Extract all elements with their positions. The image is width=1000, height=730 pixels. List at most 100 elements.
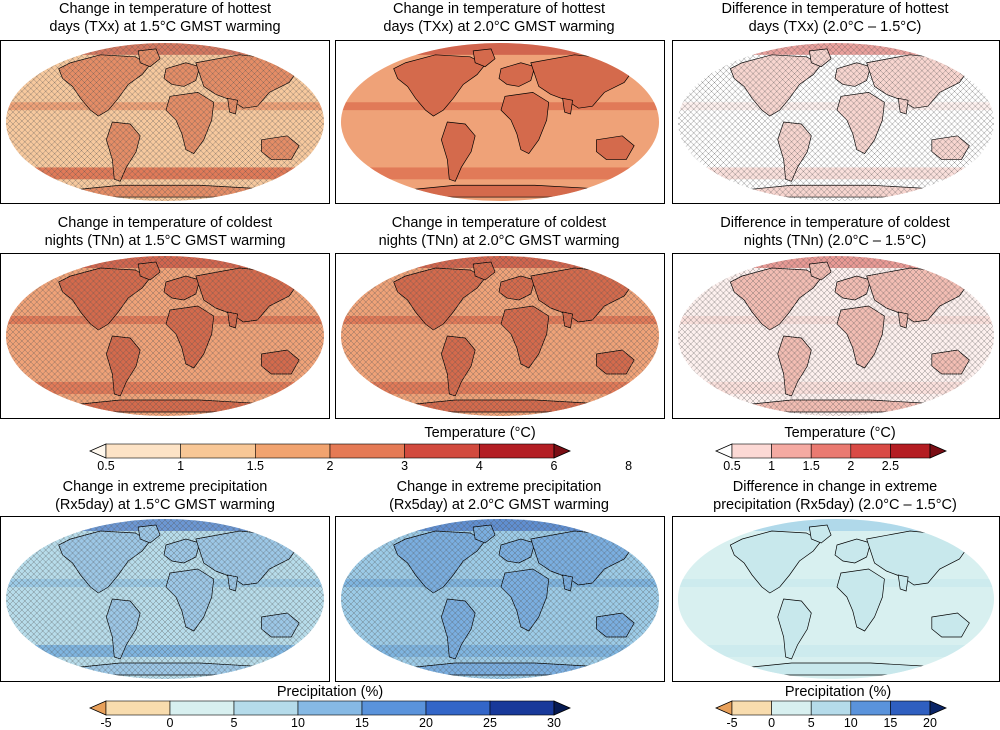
map-panel-txx-diff [672, 40, 1000, 204]
significance-hatching [5, 42, 325, 202]
panel-title-tnn-20: Change in temperature of coldest nights (… [378, 215, 620, 249]
colorbar-tick-label: 0 [166, 716, 174, 730]
significance-hatching [5, 256, 325, 416]
colorbar-tick-label: 0.5 [97, 459, 115, 473]
colorbar-segment [479, 443, 555, 459]
colorbar-svg [89, 700, 571, 716]
colorbar-tick-label: 5 [230, 716, 238, 730]
colorbar-segment [169, 700, 235, 716]
southern-ocean-band [340, 167, 660, 180]
colorbar-tick-label: 4 [475, 459, 483, 473]
map-panel-tnn-diff [672, 253, 1000, 419]
colorbar-tick-label: 6 [550, 459, 558, 473]
colorbar-segment [329, 443, 405, 459]
panel-title-rx5-20: Change in extreme precipitation (Rx5day) … [389, 479, 609, 513]
colorbar-segment [771, 443, 812, 459]
colorbar-tick-label: 15 [883, 716, 898, 730]
colorbar-tick-label: 20 [419, 716, 433, 730]
map-panel-tnn-15 [0, 253, 330, 419]
colorbar-tick-label: 3 [401, 459, 409, 473]
colorbar-extend-min [715, 443, 733, 459]
colorbar-segment [810, 443, 852, 459]
southern-ocean-band [677, 645, 995, 657]
panel-title-txx-20: Change in temperature of hottest days (TX… [383, 1, 615, 35]
colorbar-extend-min [89, 700, 107, 716]
colorbar-tick-label: 1 [768, 459, 776, 473]
continent-india [562, 97, 573, 115]
colorbar-tick-label: 10 [291, 716, 305, 730]
colorbar-tick-label: 2 [326, 459, 334, 473]
continent-europe [498, 62, 536, 87]
map-panel-rx5-15 [0, 516, 330, 682]
colorbar-title-precipitation: Precipitation (%) [276, 684, 384, 700]
colorbar-segment [810, 700, 852, 716]
colorbar-tick-label: 2.5 [881, 459, 900, 473]
panel-title-tnn-15: Change in temperature of coldest nights (… [44, 215, 286, 249]
map-svg [677, 256, 995, 416]
colorbar-segment [105, 443, 181, 459]
colorbar-tick-label: -5 [100, 716, 112, 730]
tropical-band [677, 579, 995, 587]
colorbar-title-precipitation-diff: Precipitation (%) [784, 684, 892, 700]
colorbar-segment [731, 443, 772, 459]
colorbar-temperature [89, 443, 571, 459]
tropical-band [340, 102, 660, 111]
colorbar-extend-max [929, 443, 947, 459]
continent-south-america [440, 121, 476, 182]
colorbar-segment [489, 700, 555, 716]
colorbar-segment [361, 700, 427, 716]
map-panel-txx-20 [335, 40, 665, 204]
colorbar-segment [890, 700, 931, 716]
colorbar-tick-label: -5 [726, 716, 738, 730]
colorbar-segment [233, 700, 299, 716]
map-svg [677, 42, 995, 202]
map-svg [340, 519, 660, 679]
continent-australia [931, 612, 970, 638]
panel-title-rx5-diff: Difference in change in extreme precipita… [713, 479, 957, 513]
colorbar-tick-label: 0.5 [723, 459, 741, 473]
colorbar-precipitation [89, 700, 571, 716]
continent-africa [500, 92, 550, 155]
colorbar-tick-label: 10 [843, 716, 858, 730]
colorbar-extend-max [929, 700, 947, 716]
panel-title-tnn-diff: Difference in temperature of coldest nigh… [720, 215, 950, 249]
colorbar-segment [425, 700, 491, 716]
colorbar-segment [404, 443, 480, 459]
colorbar-title-temperature: Temperature (°C) [424, 425, 536, 441]
colorbar-precipitation-diff [715, 700, 947, 716]
colorbar-temperature-diff [715, 443, 947, 459]
continent-south-america [777, 598, 812, 660]
colorbar-tick-label: 1.5 [246, 459, 265, 473]
colorbar-extend-min [89, 443, 107, 459]
colorbar-tick-label: 30 [547, 716, 561, 730]
colorbar-tick-label: 8 [625, 459, 633, 473]
map-svg [340, 42, 660, 202]
continent-greenland [472, 48, 496, 68]
map-svg [5, 42, 325, 202]
colorbar-tick-label: 1 [177, 459, 185, 473]
map-svg [677, 519, 995, 679]
colorbar-extend-max [553, 700, 571, 716]
significance-hatching [677, 42, 995, 202]
colorbar-segment [771, 700, 812, 716]
colorbar-tick-label: 15 [355, 716, 369, 730]
map-panel-txx-15 [0, 40, 330, 204]
map-svg [5, 256, 325, 416]
significance-hatching [340, 256, 660, 416]
continent-australia [596, 135, 635, 160]
colorbar-segment [255, 443, 331, 459]
colorbar-svg [715, 443, 947, 459]
panel-title-txx-15: Change in temperature of hottest days (TX… [49, 1, 281, 35]
map-svg [5, 519, 325, 679]
colorbar-title-temperature-diff: Temperature (°C) [784, 425, 896, 441]
colorbar-segment [890, 443, 931, 459]
continent-europe [834, 538, 872, 564]
colorbar-segment [180, 443, 256, 459]
continent-greenland [808, 524, 832, 544]
colorbar-svg [89, 443, 571, 459]
colorbar-tick-label: 20 [923, 716, 937, 730]
colorbar-tick-label: 5 [807, 716, 815, 730]
colorbar-svg [715, 700, 947, 716]
panel-title-txx-diff: Difference in temperature of hottest days… [721, 1, 949, 35]
panel-title-rx5-15: Change in extreme precipitation (Rx5day) … [55, 479, 275, 513]
